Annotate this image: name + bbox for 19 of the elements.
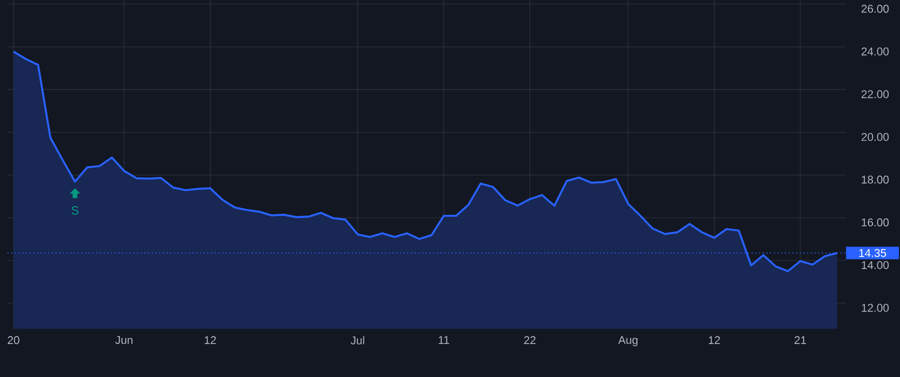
y-tick-label: 16.00 [862, 218, 889, 226]
y-tick-label: 14.00 [862, 261, 889, 270]
x-tick-label: 12 [708, 336, 720, 344]
x-tick-label: Jun [115, 336, 132, 344]
y-tick-label: 22.00 [862, 90, 889, 98]
annotation: S [72, 206, 78, 215]
x-tick-label: Jul [350, 336, 364, 344]
x-tick-label: 12 [204, 336, 216, 344]
y-tick-label: 20.00 [862, 133, 889, 141]
x-tick-label: 11 [438, 336, 450, 344]
ref-line-label: 14.35 [859, 249, 886, 258]
x-tick-label: 20 [8, 336, 20, 344]
y-tick-label: 18.00 [862, 176, 889, 184]
x-tick-label: 22 [524, 336, 536, 344]
y-tick-label: 24.00 [862, 48, 889, 56]
x-tick-label: Aug [618, 336, 638, 346]
y-tick-label: 12.00 [862, 304, 889, 312]
y-tick-label: 26.00 [862, 4, 889, 13]
x-tick-label: 21 [794, 336, 806, 344]
